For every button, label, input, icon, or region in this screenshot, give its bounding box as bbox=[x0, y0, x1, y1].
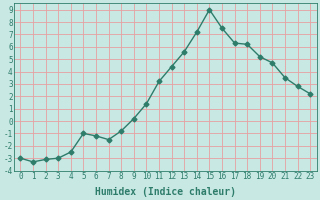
X-axis label: Humidex (Indice chaleur): Humidex (Indice chaleur) bbox=[95, 186, 236, 197]
